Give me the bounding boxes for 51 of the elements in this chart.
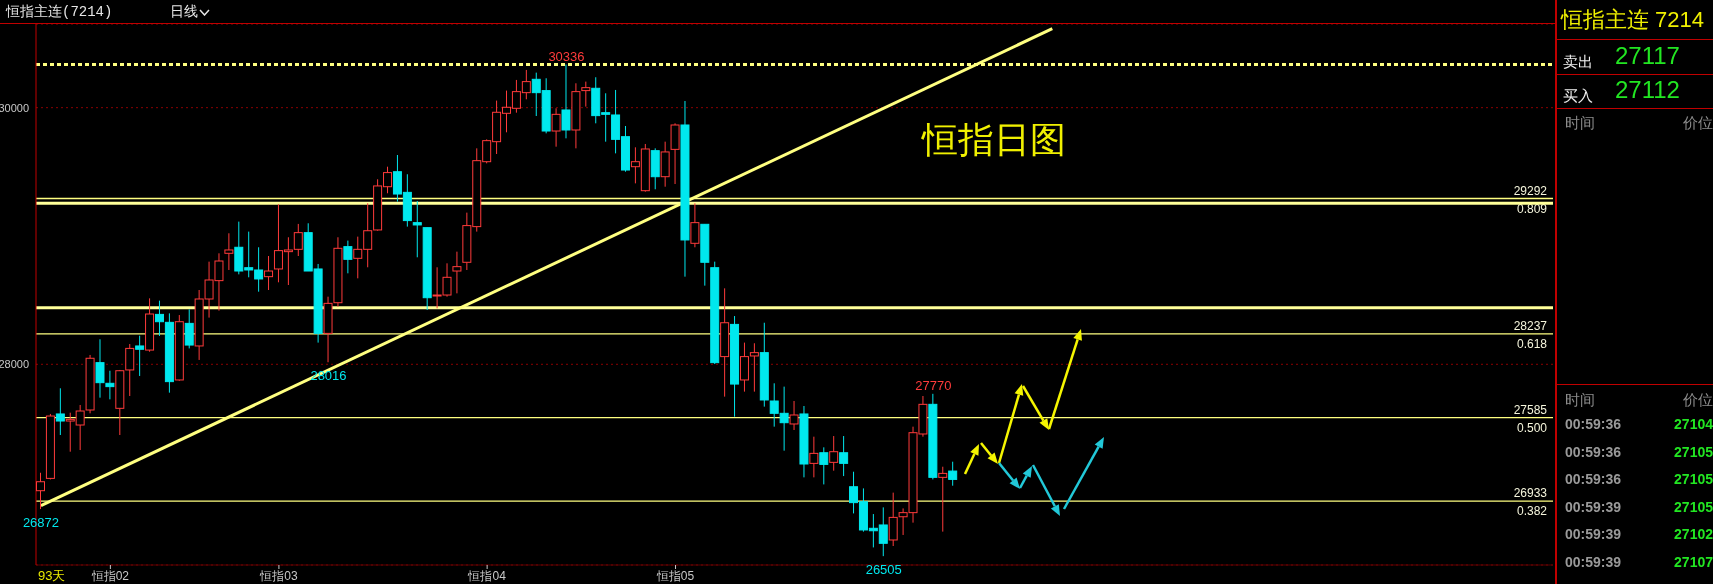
candlestick	[412, 200, 422, 258]
x-tick-label: 恒指03	[259, 568, 298, 583]
candlestick	[948, 461, 958, 487]
text: 00:59:36 27105	[1565, 471, 1713, 487]
x-tick-label: 恒指05	[655, 568, 695, 583]
candlestick	[343, 240, 353, 274]
candlestick	[581, 81, 591, 108]
candlestick	[819, 446, 829, 485]
text: 买入 27112	[1563, 76, 1680, 104]
candlestick	[690, 202, 700, 248]
chart-title: 恒指主连(7214)	[6, 3, 113, 21]
candlestick	[839, 435, 849, 477]
candlestick	[184, 308, 194, 349]
annotation: 恒指日图	[922, 119, 1066, 162]
candlestick	[95, 338, 105, 399]
ref-line-label: 26933 0.382	[1513, 486, 1548, 519]
candlestick	[105, 370, 115, 400]
chart-subtitle: 日线	[170, 3, 198, 21]
annotation: 30336	[548, 48, 585, 64]
ref-line-label: 29292 0.809	[1513, 183, 1548, 216]
text: 93天	[38, 567, 66, 584]
text: 00:59:36 27104	[1565, 416, 1713, 432]
text: 00:59:39 27107	[1565, 553, 1713, 570]
text: 时间 价位	[1565, 391, 1713, 408]
candlestick	[264, 255, 274, 291]
text: 恒指主连 7214	[1561, 6, 1704, 34]
candlestick	[224, 232, 234, 271]
candlestick	[36, 472, 45, 510]
candlestick	[561, 64, 571, 139]
candlestick	[452, 251, 462, 294]
candlestick	[154, 300, 164, 337]
ref-line-label: 28237 0.618	[1513, 318, 1548, 351]
candlestick	[135, 335, 145, 377]
candlestick	[938, 466, 948, 533]
text: 卖出 27117	[1563, 42, 1680, 70]
candlestick	[809, 436, 819, 478]
annotation: 27770	[915, 377, 952, 393]
candlestick	[829, 435, 839, 472]
candlestick	[551, 107, 561, 148]
x-tick-label: 恒指04	[467, 568, 507, 583]
ref-line-label: 27585 0.500	[1513, 402, 1548, 435]
text: 00:59:39 27102	[1565, 526, 1713, 542]
text: 时间 价位	[1565, 114, 1713, 131]
text: 00:59:39 27105	[1565, 498, 1713, 515]
text: 00:59:36 27105	[1565, 443, 1713, 460]
annotation: 26505	[865, 562, 902, 578]
annotation: 26872	[22, 515, 60, 531]
candlestick	[888, 492, 898, 547]
x-tick-label: 恒指02	[90, 568, 130, 583]
candlestick	[55, 387, 65, 436]
candlestick	[789, 400, 799, 431]
